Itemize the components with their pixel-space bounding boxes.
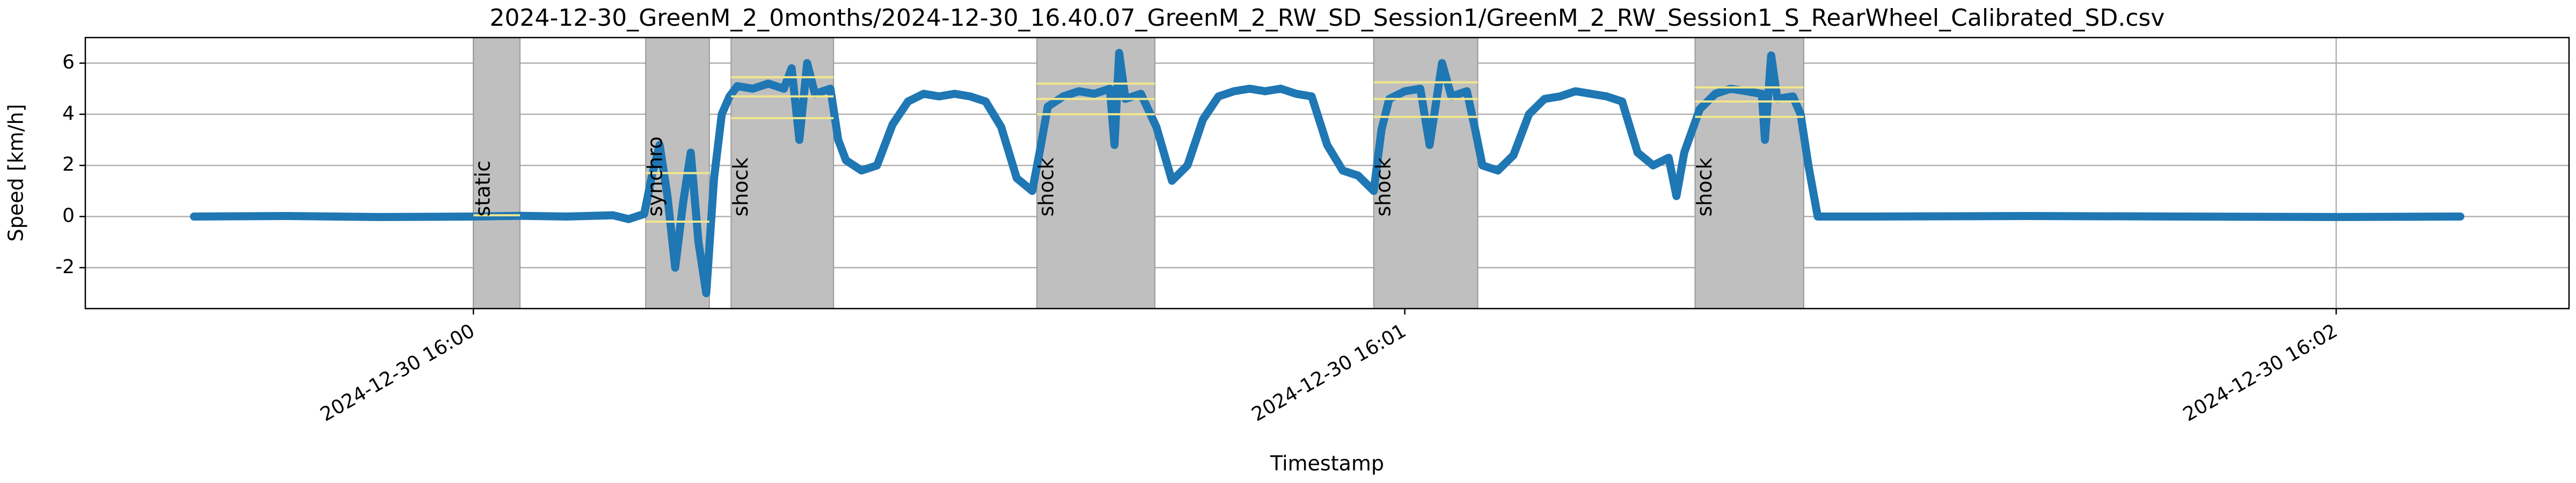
span-label: shock <box>1371 157 1395 216</box>
span-label: synchro <box>643 136 667 216</box>
y-tick-label: 0 <box>62 204 75 226</box>
span <box>1694 37 1804 309</box>
y-axis-label: Speed [km/h] <box>4 104 28 242</box>
y-tick-label: 2 <box>62 153 75 175</box>
chart-title: 2024-12-30_GreenM_2_0months/2024-12-30_1… <box>489 4 2164 32</box>
y-tick-label: 6 <box>62 52 75 74</box>
span-levels <box>473 76 1804 223</box>
y-tick-label: 4 <box>62 103 75 125</box>
x-axis-label: Timestamp <box>1270 452 1384 475</box>
span-label: shock <box>1035 157 1058 216</box>
span <box>473 37 521 309</box>
span-labels: static synchro shock shock shock shock <box>471 136 1716 216</box>
plot-frame <box>84 36 2570 310</box>
span-label: static <box>471 160 495 216</box>
span-label: shock <box>1693 157 1716 216</box>
plot-area <box>190 49 2464 297</box>
y-tick-label: -2 <box>55 256 75 278</box>
span-label: shock <box>729 157 752 216</box>
series-line <box>190 49 2464 297</box>
